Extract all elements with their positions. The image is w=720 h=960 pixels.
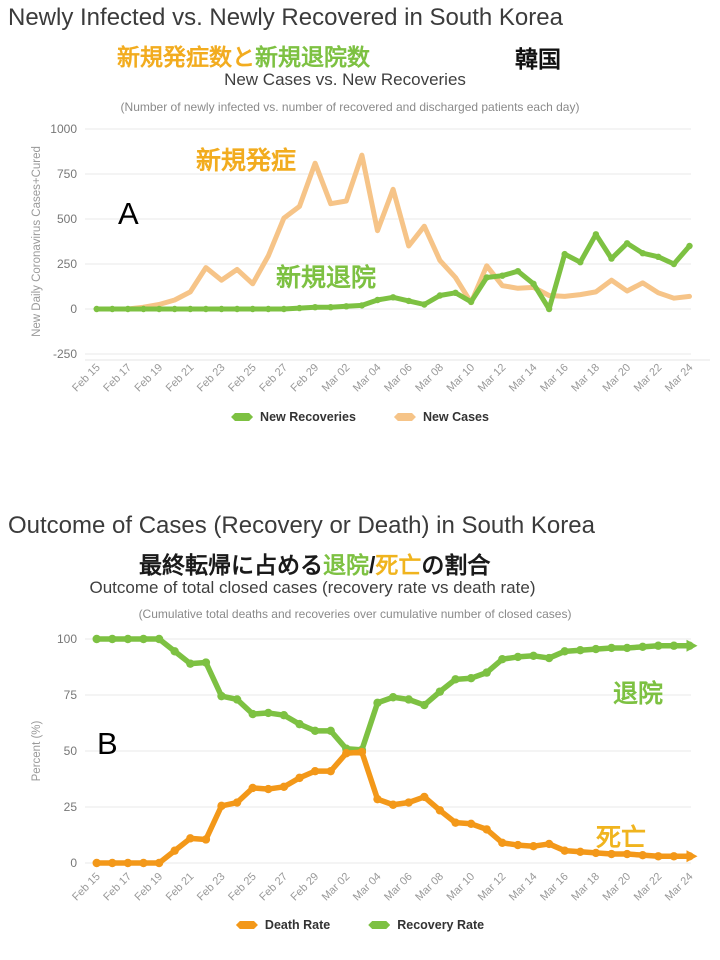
svg-text:Mar 08: Mar 08 (413, 871, 446, 904)
chart-a-subtitle: New Cases vs. New Recoveries (224, 70, 466, 89)
legend-marker-icon (231, 413, 254, 421)
svg-text:Feb 15: Feb 15 (70, 362, 103, 395)
svg-text:Feb 19: Feb 19 (133, 871, 166, 904)
svg-text:Mar 02: Mar 02 (320, 362, 353, 395)
new-recoveries-line-label-jp: 新規退院 (276, 264, 377, 292)
death-line-label-jp: 死亡 (596, 824, 647, 852)
svg-text:Mar 12: Mar 12 (476, 871, 509, 904)
svg-text:Feb 19: Feb 19 (133, 362, 166, 395)
svg-text:Feb 17: Feb 17 (101, 362, 134, 395)
jp-title-segment: 新規退院数 (255, 44, 370, 70)
legend-item: Recovery Rate (368, 918, 484, 932)
legend-label: New Cases (422, 410, 489, 424)
svg-text:0: 0 (70, 856, 77, 870)
svg-text:Mar 14: Mar 14 (507, 871, 540, 904)
legend-marker-icon (368, 921, 391, 929)
svg-text:Mar 10: Mar 10 (445, 871, 478, 904)
chart-b-note: (Cumulative total deaths and recoveries … (138, 607, 572, 621)
svg-text:Mar 18: Mar 18 (569, 362, 602, 395)
svg-text:Mar 14: Mar 14 (507, 362, 540, 395)
svg-text:Mar 24: Mar 24 (663, 362, 696, 395)
chart-b-title-jp: 最終転帰に占める退院/死亡の割合 (139, 546, 490, 580)
legend-label: Recovery Rate (397, 918, 485, 932)
legend-item: Death Rate (235, 918, 331, 932)
svg-text:Feb 23: Feb 23 (195, 871, 228, 904)
svg-text:Mar 04: Mar 04 (351, 362, 384, 395)
chart-a-annotation-letter: A (118, 196, 139, 231)
jp-title-segment: / (369, 552, 376, 578)
chart-b-annotation-letter: B (97, 726, 118, 761)
svg-text:Mar 08: Mar 08 (413, 362, 446, 395)
svg-text:Feb 21: Feb 21 (164, 362, 197, 395)
chart-b-title: Outcome of Cases (Recovery or Death) in … (8, 512, 595, 539)
svg-text:Feb 17: Feb 17 (101, 871, 134, 904)
svg-text:250: 250 (57, 257, 77, 271)
svg-text:Mar 12: Mar 12 (476, 362, 509, 395)
svg-text:Mar 20: Mar 20 (601, 362, 634, 395)
legend-item: New Cases (393, 410, 489, 424)
chart-a-note: (Number of newly infected vs. number of … (120, 100, 580, 114)
jp-title-segment: の割合 (421, 552, 491, 578)
svg-text:Mar 22: Mar 22 (632, 362, 665, 395)
svg-text:Mar 06: Mar 06 (382, 362, 415, 395)
svg-text:750: 750 (57, 167, 77, 181)
new-cases-line-label-jp: 新規発症 (196, 147, 297, 175)
jp-title-segment: 死亡 (375, 552, 422, 578)
svg-text:Feb 29: Feb 29 (289, 362, 322, 395)
chart-b-subtitle: Outcome of total closed cases (recovery … (89, 578, 536, 597)
svg-text:Mar 20: Mar 20 (601, 871, 634, 904)
svg-text:New Daily Coronavirus Cases+Cu: New Daily Coronavirus Cases+Cured (31, 146, 43, 337)
legend-label: Death Rate (264, 918, 331, 932)
legend-item: New Recoveries (231, 410, 356, 424)
svg-text:Mar 02: Mar 02 (320, 871, 353, 904)
chart-a-title-jp: 新規発症数と新規退院数 (117, 38, 370, 72)
svg-text:Feb 21: Feb 21 (164, 871, 197, 904)
svg-text:25: 25 (64, 800, 78, 814)
svg-text:Mar 16: Mar 16 (538, 871, 571, 904)
svg-text:Mar 16: Mar 16 (538, 362, 571, 395)
recovery-line-label-jp: 退院 (613, 680, 664, 708)
svg-text:0: 0 (70, 302, 77, 316)
svg-text:Mar 10: Mar 10 (445, 362, 478, 395)
svg-text:Mar 04: Mar 04 (351, 871, 384, 904)
legend-marker-icon (393, 413, 416, 421)
chart-a-title: Newly Infected vs. Newly Recovered in So… (8, 4, 563, 31)
svg-text:500: 500 (57, 212, 77, 226)
svg-text:Mar 24: Mar 24 (663, 871, 696, 904)
chart-a-corner-label: 韓国 (515, 46, 561, 72)
svg-text:Mar 06: Mar 06 (382, 871, 415, 904)
svg-text:Mar 22: Mar 22 (632, 871, 665, 904)
svg-text:-250: -250 (53, 347, 77, 361)
jp-title-segment: 退院 (323, 552, 369, 578)
legend-marker-icon (235, 921, 258, 929)
svg-text:Feb 25: Feb 25 (226, 362, 259, 395)
svg-text:Mar 18: Mar 18 (569, 871, 602, 904)
svg-text:Feb 27: Feb 27 (257, 871, 290, 904)
svg-text:1000: 1000 (50, 122, 77, 136)
svg-text:50: 50 (64, 744, 78, 758)
svg-text:Feb 27: Feb 27 (257, 362, 290, 395)
legend-label: New Recoveries (260, 410, 356, 424)
jp-title-segment: 最終転帰に占める (139, 552, 323, 578)
svg-text:75: 75 (64, 688, 78, 702)
svg-text:Feb 25: Feb 25 (226, 871, 259, 904)
svg-text:Feb 29: Feb 29 (289, 871, 322, 904)
jp-title-segment: 新規発症数と (117, 44, 255, 70)
chart-a-legend: New Recoveries New Cases (15, 410, 705, 424)
svg-text:Percent (%): Percent (%) (31, 720, 43, 781)
svg-text:Feb 23: Feb 23 (195, 362, 228, 395)
chart-b-legend: Death Rate Recovery Rate (15, 918, 705, 932)
svg-text:Feb 15: Feb 15 (70, 871, 103, 904)
svg-text:100: 100 (57, 632, 77, 646)
